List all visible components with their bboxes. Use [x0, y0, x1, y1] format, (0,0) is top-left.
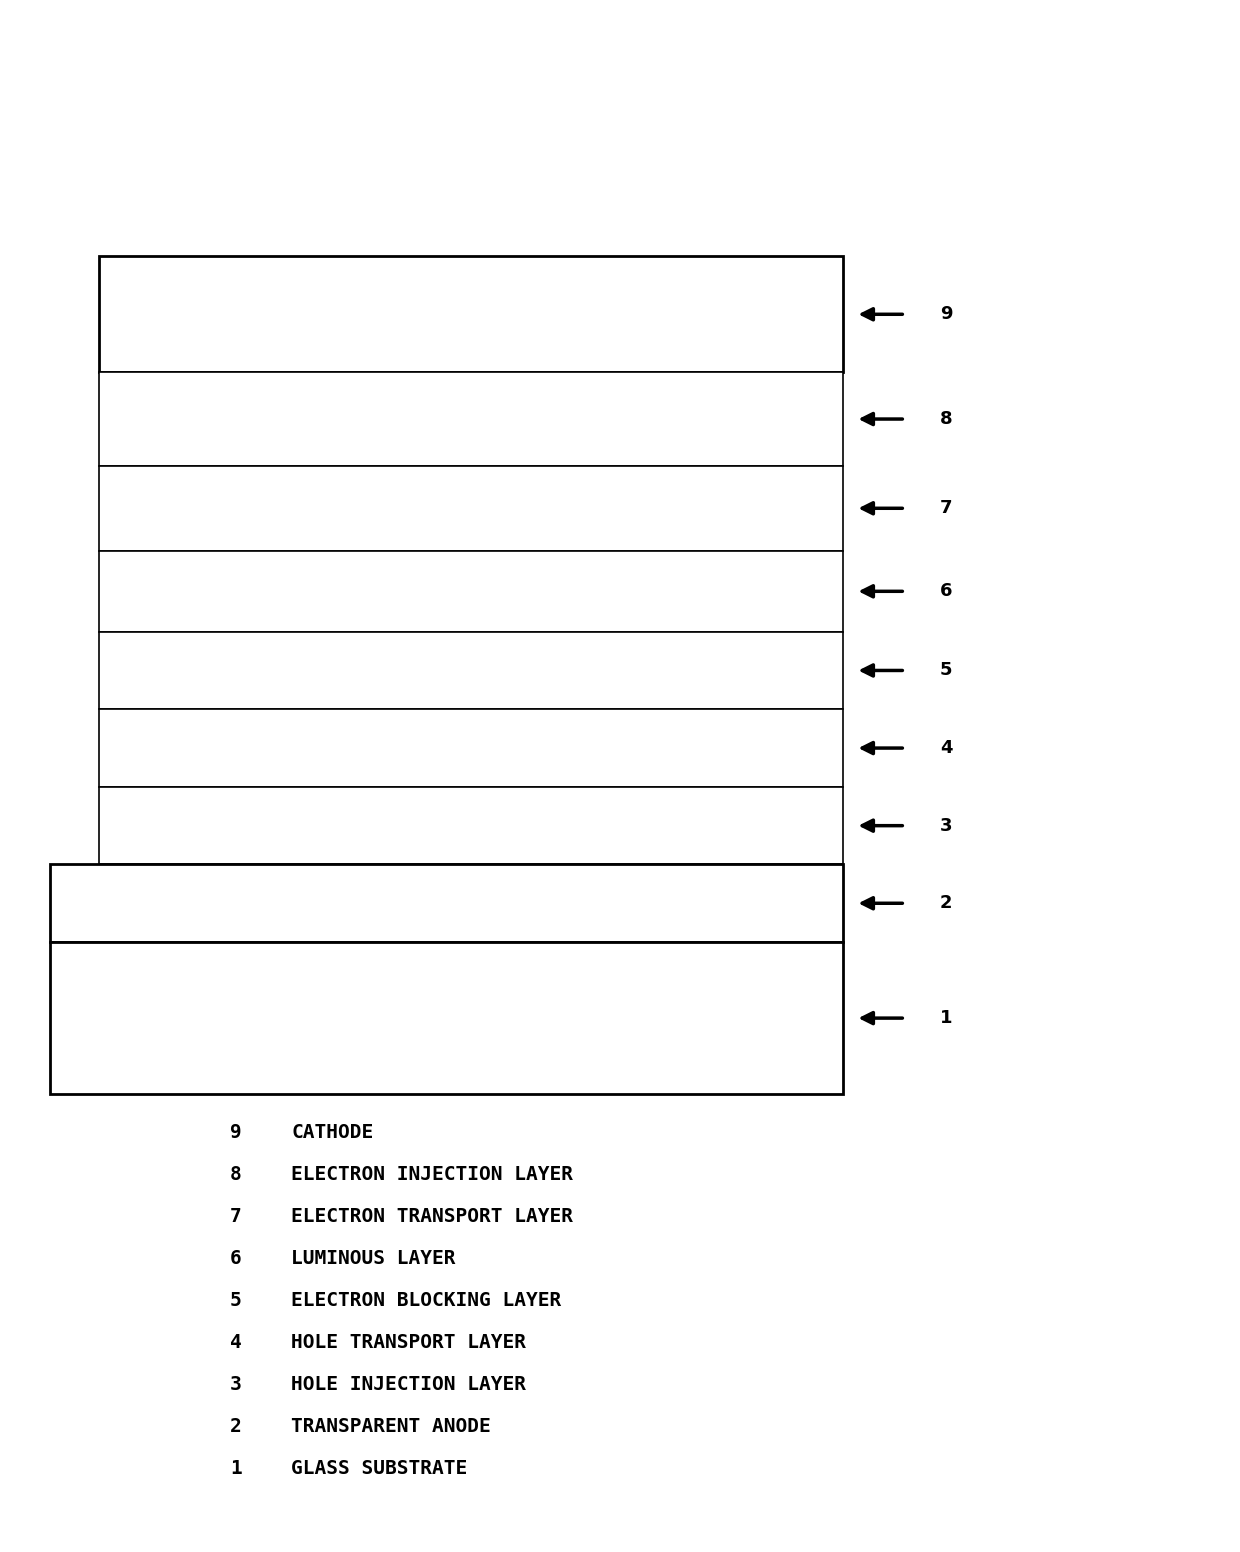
Text: 9: 9 [940, 306, 952, 323]
Bar [99, 466, 843, 551]
Text: CATHODE: CATHODE [291, 1124, 373, 1142]
Text: 3: 3 [231, 1375, 242, 1394]
Text: 3: 3 [940, 816, 952, 835]
Text: GLASS SUBSTRATE: GLASS SUBSTRATE [291, 1459, 467, 1478]
Text: 6: 6 [231, 1249, 242, 1268]
Text: ELECTRON INJECTION LAYER: ELECTRON INJECTION LAYER [291, 1166, 573, 1184]
Text: ELECTRON BLOCKING LAYER: ELECTRON BLOCKING LAYER [291, 1291, 562, 1310]
Text: 9: 9 [231, 1124, 242, 1142]
Text: 2: 2 [940, 894, 952, 913]
Text: 7: 7 [940, 500, 952, 517]
Bar [99, 787, 843, 864]
Text: HOLE TRANSPORT LAYER: HOLE TRANSPORT LAYER [291, 1333, 527, 1352]
Text: 2: 2 [231, 1417, 242, 1436]
Bar [99, 256, 843, 372]
Bar [99, 372, 843, 466]
Text: LUMINOUS LAYER: LUMINOUS LAYER [291, 1249, 456, 1268]
Text: 4: 4 [231, 1333, 242, 1352]
Bar [99, 551, 843, 632]
Text: ELECTRON TRANSPORT LAYER: ELECTRON TRANSPORT LAYER [291, 1207, 573, 1226]
Text: 1: 1 [231, 1459, 242, 1478]
Text: 5: 5 [940, 661, 952, 680]
Text: 7: 7 [231, 1207, 242, 1226]
Text: 5: 5 [231, 1291, 242, 1310]
Bar [99, 632, 843, 709]
Text: 6: 6 [940, 582, 952, 601]
Text: 8: 8 [940, 410, 952, 428]
Text: HOLE INJECTION LAYER: HOLE INJECTION LAYER [291, 1375, 527, 1394]
Bar [50, 942, 843, 1094]
Bar [99, 709, 843, 787]
Text: 8: 8 [231, 1166, 242, 1184]
Text: TRANSPARENT ANODE: TRANSPARENT ANODE [291, 1417, 491, 1436]
Text: 4: 4 [940, 739, 952, 757]
Bar [50, 864, 843, 942]
Text: 1: 1 [940, 1009, 952, 1027]
